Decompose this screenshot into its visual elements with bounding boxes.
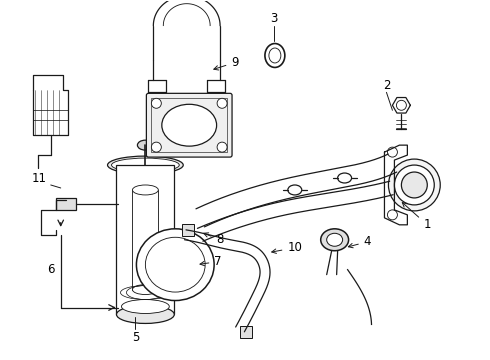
Circle shape — [217, 142, 227, 152]
FancyBboxPatch shape — [147, 93, 232, 157]
Text: 6: 6 — [47, 263, 54, 276]
Ellipse shape — [269, 48, 281, 63]
FancyBboxPatch shape — [182, 224, 194, 236]
Circle shape — [217, 98, 227, 108]
Text: 10: 10 — [272, 241, 302, 254]
Ellipse shape — [132, 185, 158, 195]
Ellipse shape — [112, 158, 179, 172]
Circle shape — [151, 98, 161, 108]
Ellipse shape — [107, 156, 183, 174]
Text: 4: 4 — [348, 235, 371, 248]
Ellipse shape — [389, 159, 440, 211]
Ellipse shape — [327, 233, 343, 246]
Ellipse shape — [137, 140, 153, 150]
Circle shape — [388, 210, 397, 220]
Text: 9: 9 — [214, 56, 239, 70]
Ellipse shape — [162, 104, 217, 146]
FancyBboxPatch shape — [56, 198, 75, 210]
Text: 2: 2 — [383, 79, 390, 92]
FancyBboxPatch shape — [117, 165, 174, 315]
Ellipse shape — [394, 165, 434, 205]
Text: 1: 1 — [402, 202, 431, 231]
Ellipse shape — [321, 229, 348, 251]
Circle shape — [388, 147, 397, 157]
Ellipse shape — [122, 300, 169, 314]
FancyBboxPatch shape — [132, 190, 158, 289]
Text: 5: 5 — [132, 331, 139, 344]
Ellipse shape — [132, 285, 158, 294]
Circle shape — [151, 142, 161, 152]
Text: 8: 8 — [204, 233, 224, 246]
Ellipse shape — [136, 229, 214, 301]
Ellipse shape — [401, 172, 427, 198]
Text: 7: 7 — [200, 255, 222, 268]
Ellipse shape — [265, 44, 285, 67]
Text: 11: 11 — [31, 171, 46, 185]
Ellipse shape — [146, 237, 205, 292]
Text: 3: 3 — [270, 12, 277, 25]
FancyBboxPatch shape — [241, 326, 252, 338]
Ellipse shape — [117, 306, 174, 323]
